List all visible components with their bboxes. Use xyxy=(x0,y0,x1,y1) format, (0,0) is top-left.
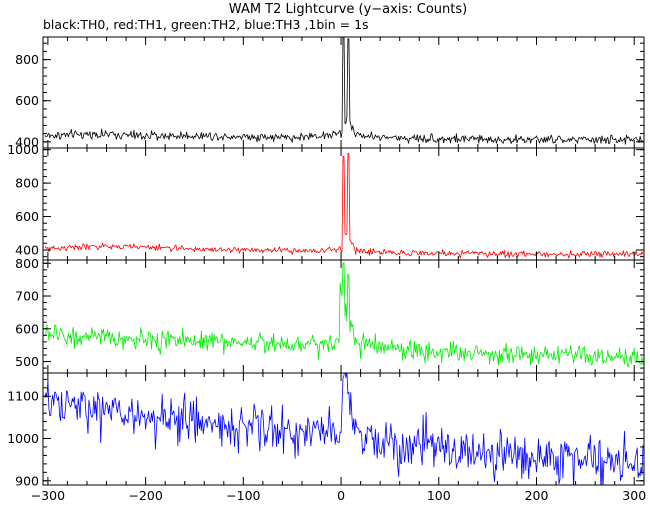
y-tick-label: 900 xyxy=(15,473,39,488)
panel-frame xyxy=(42,147,645,261)
y-tick-label: 1000 xyxy=(7,142,39,157)
y-tick-label: 400 xyxy=(15,242,39,257)
y-tick-label: 800 xyxy=(15,52,39,67)
y-tick-label: 600 xyxy=(15,93,39,108)
x-tick-label: −200 xyxy=(128,488,162,503)
x-axis-tick-labels: −300 −200 −100 0 100 200 300 xyxy=(31,488,646,503)
panels-group: 4006008004006008001000500600700800900100… xyxy=(7,36,645,488)
y-tick-label: 600 xyxy=(15,209,39,224)
panel-th1: 400 600 800 1000 xyxy=(7,142,645,261)
y-tick-label: 600 xyxy=(15,321,39,336)
x-tick-label: 100 xyxy=(427,488,451,503)
panel-frame xyxy=(42,36,645,149)
x-tick-label: 0 xyxy=(337,488,345,503)
series-line-th3 xyxy=(44,373,644,485)
x-tick-label: 300 xyxy=(622,488,646,503)
y-tick-label: 800 xyxy=(15,256,39,271)
series-line-th1 xyxy=(44,152,644,259)
y-tick-label: 700 xyxy=(15,289,39,304)
panel-th2: 500 600 700 800 xyxy=(15,256,645,374)
x-tick-label: −100 xyxy=(226,488,260,503)
x-tick-label: 200 xyxy=(525,488,549,503)
y-tick-label: 1000 xyxy=(7,431,39,446)
y-tick-label: 1100 xyxy=(7,389,39,404)
y-tick-label: 400 xyxy=(15,134,39,149)
x-tick-label: −300 xyxy=(31,488,65,503)
y-tick-label: 500 xyxy=(15,354,39,369)
panel-th3: 900 1000 1100 xyxy=(7,372,645,488)
series-line-th0 xyxy=(44,37,644,145)
chart-subtitle: black:TH0, red:TH1, green:TH2, blue:TH3 … xyxy=(43,17,369,32)
series-line-th2 xyxy=(44,261,644,367)
y-tick-label: 800 xyxy=(15,176,39,191)
chart-title: WAM T2 Lightcurve (y−axis: Counts) xyxy=(229,2,467,17)
panel-frame xyxy=(42,372,645,486)
panel-th0: 400 600 800 xyxy=(15,36,645,149)
